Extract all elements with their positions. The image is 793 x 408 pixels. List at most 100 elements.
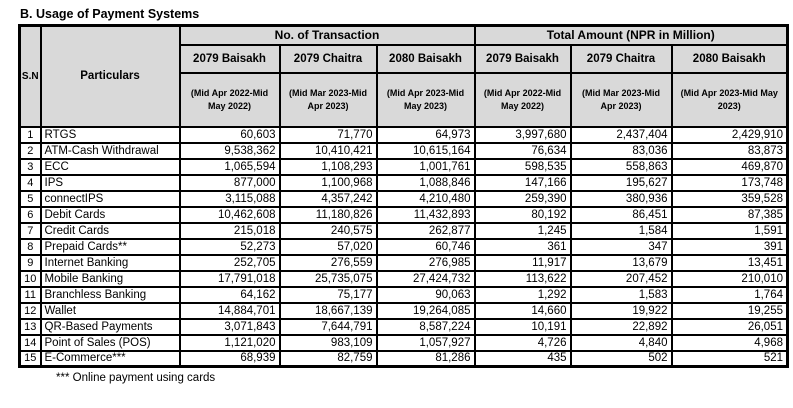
value-cell: 1,591 — [670, 221, 789, 240]
value-cell: 215,018 — [178, 221, 281, 240]
sn-cell: 2 — [18, 141, 42, 160]
value-cell: 359,528 — [670, 189, 789, 208]
table-row: 6 Debit Cards 10,462,608 11,180,826 11,432,8… — [18, 205, 789, 224]
value-cell: 435 — [473, 349, 572, 368]
value-cell: 361 — [473, 237, 572, 256]
table-row: 10 Mobile Banking 17,791,018 25,735,075 27,4… — [18, 269, 789, 288]
sn-cell: 6 — [18, 205, 42, 224]
value-cell: 877,000 — [178, 173, 281, 192]
value-cell: 3,115,088 — [178, 189, 281, 208]
value-cell: 25,735,075 — [278, 269, 378, 288]
value-cell: 82,759 — [278, 349, 378, 368]
table-row: 2 ATM-Cash Withdrawal 9,538,362 10,410,421 1… — [18, 141, 789, 160]
value-cell: 259,390 — [473, 189, 572, 208]
value-cell: 210,010 — [670, 269, 789, 288]
period-header: 2080 Baisakh — [670, 43, 789, 74]
table-row: 5 connectIPS 3,115,088 4,357,242 4,210,480 25… — [18, 189, 789, 208]
value-cell: 90,063 — [375, 285, 476, 304]
value-cell: 11,432,893 — [375, 205, 476, 224]
date-range-header: (Mid Apr 2023-Mid May 2023) — [670, 71, 789, 128]
particulars-cell: Point of Sales (POS) — [39, 333, 181, 352]
group-header-total-amount: Total Amount (NPR in Million) — [473, 24, 789, 46]
value-cell: 598,535 — [473, 157, 572, 176]
value-cell: 1,065,594 — [178, 157, 281, 176]
value-cell: 81,286 — [375, 349, 476, 368]
value-cell: 173,748 — [670, 173, 789, 192]
sn-cell: 14 — [18, 333, 42, 352]
value-cell: 14,660 — [473, 301, 572, 320]
value-cell: 80,192 — [473, 205, 572, 224]
table-row: 1 RTGS 60,603 71,770 64,973 3,997,680 2,437,40… — [18, 125, 789, 144]
value-cell: 195,627 — [569, 173, 673, 192]
sn-column-header: S.N — [18, 24, 42, 128]
value-cell: 10,410,421 — [278, 141, 378, 160]
value-cell: 11,917 — [473, 253, 572, 272]
sn-cell: 4 — [18, 173, 42, 192]
value-cell: 4,840 — [569, 333, 673, 352]
group-header-transactions: No. of Transaction — [178, 24, 476, 46]
value-cell: 19,264,085 — [375, 301, 476, 320]
value-cell: 983,109 — [278, 333, 378, 352]
date-range-header: (Mid Apr 2022-Mid May 2022) — [473, 71, 572, 128]
value-cell: 64,162 — [178, 285, 281, 304]
table-header: S.N Particulars No. of Transaction Total… — [18, 24, 789, 128]
value-cell: 22,892 — [569, 317, 673, 336]
value-cell: 13,451 — [670, 253, 789, 272]
value-cell: 9,538,362 — [178, 141, 281, 160]
value-cell: 207,452 — [569, 269, 673, 288]
value-cell: 2,429,910 — [670, 125, 789, 144]
value-cell: 4,357,242 — [278, 189, 378, 208]
value-cell: 1,764 — [670, 285, 789, 304]
sn-cell: 15 — [18, 349, 42, 368]
value-cell: 1,088,846 — [375, 173, 476, 192]
value-cell: 10,191 — [473, 317, 572, 336]
value-cell: 1,001,761 — [375, 157, 476, 176]
particulars-cell: Prepaid Cards** — [39, 237, 181, 256]
date-range-header-row: (Mid Apr 2022-Mid May 2022) (Mid Mar 2023… — [20, 71, 789, 128]
particulars-cell: Mobile Banking — [39, 269, 181, 288]
value-cell: 83,036 — [569, 141, 673, 160]
value-cell: 262,877 — [375, 221, 476, 240]
value-cell: 469,870 — [670, 157, 789, 176]
value-cell: 1,057,927 — [375, 333, 476, 352]
period-header: 2080 Baisakh — [375, 43, 476, 74]
value-cell: 10,462,608 — [178, 205, 281, 224]
value-cell: 276,559 — [278, 253, 378, 272]
value-cell: 4,210,480 — [375, 189, 476, 208]
sn-cell: 13 — [18, 317, 42, 336]
value-cell: 3,071,843 — [178, 317, 281, 336]
value-cell: 19,255 — [670, 301, 789, 320]
value-cell: 4,726 — [473, 333, 572, 352]
particulars-cell: IPS — [39, 173, 181, 192]
value-cell: 4,968 — [670, 333, 789, 352]
table-row: 8 Prepaid Cards** 52,273 57,020 60,746 361 347… — [18, 237, 789, 256]
particulars-cell: connectIPS — [39, 189, 181, 208]
payment-systems-table: S.N Particulars No. of Transaction Total… — [18, 24, 789, 368]
table-row: 13 QR-Based Payments 3,071,843 7,644,791 8,5… — [18, 317, 789, 336]
value-cell: 26,051 — [670, 317, 789, 336]
value-cell: 2,437,404 — [569, 125, 673, 144]
value-cell: 86,451 — [569, 205, 673, 224]
footnote: *** Online payment using cards — [56, 372, 216, 384]
value-cell: 8,587,224 — [375, 317, 476, 336]
value-cell: 19,922 — [569, 301, 673, 320]
value-cell: 68,939 — [178, 349, 281, 368]
table-row: 4 IPS 877,000 1,100,968 1,088,846 147,166 195,… — [18, 173, 789, 192]
value-cell: 1,583 — [569, 285, 673, 304]
value-cell: 71,770 — [278, 125, 378, 144]
value-cell: 10,615,164 — [375, 141, 476, 160]
date-range-header: (Mid Apr 2022-Mid May 2022) — [178, 71, 281, 128]
particulars-cell: Wallet — [39, 301, 181, 320]
value-cell: 75,177 — [278, 285, 378, 304]
period-header: 2079 Chaitra — [569, 43, 673, 74]
particulars-cell: Debit Cards — [39, 205, 181, 224]
particulars-cell: Credit Cards — [39, 221, 181, 240]
sn-cell: 1 — [18, 125, 42, 144]
sn-cell: 5 — [18, 189, 42, 208]
period-header: 2079 Baisakh — [473, 43, 572, 74]
table-row: 7 Credit Cards 215,018 240,575 262,877 1,245 1… — [18, 221, 789, 240]
table-row: 11 Branchless Banking 64,162 75,177 90,063 1,… — [18, 285, 789, 304]
value-cell: 60,746 — [375, 237, 476, 256]
particulars-cell: RTGS — [39, 125, 181, 144]
